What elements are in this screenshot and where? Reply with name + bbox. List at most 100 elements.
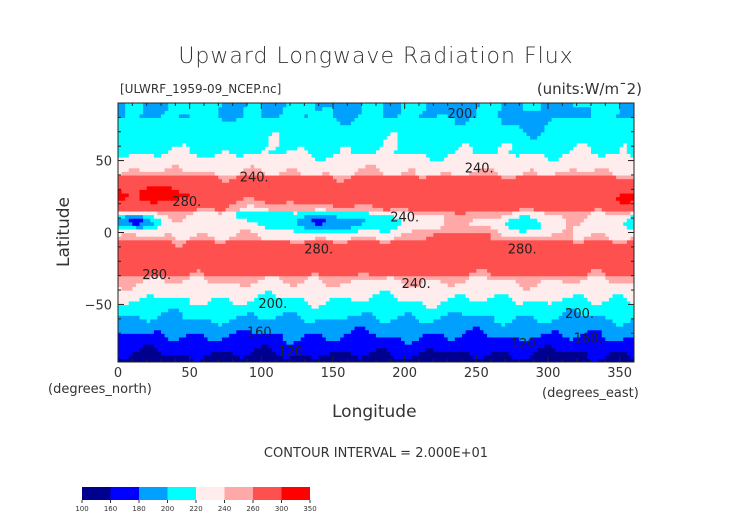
- contour-cell: [372, 290, 377, 295]
- contour-cell: [447, 311, 452, 316]
- contour-cell: [404, 347, 409, 352]
- contour-cell: [426, 358, 431, 362]
- contour-cell: [254, 261, 259, 266]
- contour-cell: [451, 308, 456, 313]
- contour-cell: [444, 300, 449, 306]
- contour-cell: [204, 340, 209, 345]
- contour-cell: [272, 239, 277, 244]
- contour-cell: [275, 236, 280, 241]
- contour-cell: [573, 297, 578, 302]
- contour-cell: [336, 304, 341, 309]
- contour-cell: [426, 268, 431, 273]
- contour-cell: [426, 354, 431, 360]
- contour-cell: [354, 264, 359, 270]
- contour-cell: [594, 264, 599, 270]
- contour-cell: [268, 344, 273, 349]
- contour-cell: [347, 272, 352, 277]
- contour-cell: [157, 286, 162, 291]
- contour-cell: [178, 239, 184, 244]
- contour-cell: [354, 358, 359, 362]
- contour-cell: [275, 243, 280, 248]
- contour-cell: [573, 351, 578, 356]
- contour-cell: [146, 300, 151, 306]
- contour-cell: [501, 344, 506, 349]
- contour-cell: [282, 333, 288, 338]
- contour-cell: [143, 336, 148, 342]
- contour-cell: [587, 272, 592, 277]
- contour-cell: [376, 272, 381, 277]
- contour-cell: [118, 243, 123, 248]
- contour-cell: [379, 358, 384, 362]
- contour-cell: [544, 250, 549, 255]
- contour-cell: [512, 286, 517, 291]
- contour-cell: [358, 293, 363, 298]
- contour-cell: [178, 254, 184, 259]
- contour-cell: [548, 297, 553, 302]
- contour-cell: [275, 250, 280, 255]
- contour-cell: [178, 272, 184, 277]
- contour-cell: [304, 344, 309, 349]
- contour-cell: [132, 340, 137, 345]
- contour-cell: [619, 354, 624, 360]
- contour-cell: [436, 304, 442, 309]
- contour-cell: [533, 254, 538, 259]
- contour-cell: [128, 340, 133, 345]
- contour-cell: [548, 311, 553, 316]
- contour-cell: [225, 261, 230, 266]
- contour-cell: [476, 272, 481, 277]
- contour-cell: [433, 243, 438, 248]
- contour-cell: [196, 326, 202, 331]
- contour-cell: [372, 272, 377, 277]
- contour-cell: [390, 315, 395, 320]
- contour-cell: [426, 300, 431, 306]
- contour-cell: [118, 347, 123, 352]
- contour-cell: [121, 282, 126, 288]
- contour-cell: [397, 272, 402, 277]
- contour-cell: [401, 333, 406, 338]
- contour-cell: [411, 282, 417, 288]
- contour-cell: [329, 333, 334, 338]
- contour-cell: [630, 246, 634, 252]
- contour-cell: [182, 250, 187, 255]
- contour-cell: [350, 250, 356, 255]
- contour-cell: [397, 318, 402, 324]
- contour-cell: [290, 261, 295, 266]
- contour-cell: [279, 246, 284, 252]
- contour-cell: [221, 318, 227, 324]
- contour-cell: [555, 318, 560, 324]
- contour-cell: [451, 243, 456, 248]
- contour-cell: [322, 326, 327, 331]
- contour-cell: [157, 264, 162, 270]
- contour-cell: [551, 329, 556, 334]
- contour-cell: [229, 243, 234, 248]
- contour-cell: [239, 340, 245, 345]
- contour-cell: [290, 333, 295, 338]
- contour-cell: [530, 300, 535, 306]
- contour-cell: [286, 250, 291, 255]
- contour-cell: [530, 268, 535, 273]
- contour-cell: [333, 311, 338, 316]
- contour-cell: [458, 315, 463, 320]
- contour-cell: [193, 268, 198, 273]
- contour-cell: [207, 286, 212, 291]
- contour-cell: [275, 290, 280, 295]
- contour-cell: [279, 261, 284, 266]
- contour-cell: [386, 304, 391, 309]
- contour-cell: [250, 286, 255, 291]
- contour-cell: [465, 351, 470, 356]
- contour-cell: [612, 261, 617, 266]
- contour-cell: [426, 272, 431, 277]
- contour-cell: [157, 358, 162, 362]
- contour-cell: [150, 351, 155, 356]
- contour-cell: [135, 344, 141, 349]
- contour-cell: [329, 293, 334, 298]
- contour-cell: [229, 344, 234, 349]
- contour-cell: [558, 246, 563, 252]
- contour-cell: [204, 246, 209, 252]
- contour-cell: [236, 293, 241, 298]
- contour-cell: [601, 297, 606, 302]
- contour-cell: [576, 300, 581, 306]
- contour-cell: [436, 264, 442, 270]
- chart-title: Upward Longwave Radiation Flux: [178, 44, 574, 69]
- contour-cell: [436, 322, 442, 327]
